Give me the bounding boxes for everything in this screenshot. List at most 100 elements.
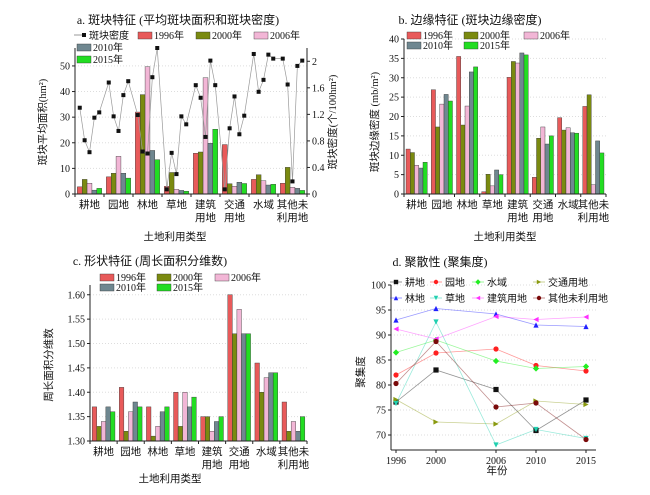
bar (91, 406, 97, 442)
legend-item-1996年: 1996年 (406, 29, 453, 42)
density-point (82, 138, 87, 143)
bar (200, 416, 206, 442)
marker-circle (393, 380, 399, 387)
bar (536, 137, 541, 195)
density-point (155, 46, 160, 50)
bar (574, 132, 579, 195)
bar (115, 156, 122, 195)
marker-diamond (532, 365, 540, 372)
marker-circle (433, 338, 439, 345)
x-tick-label: 利用地 (278, 458, 310, 471)
marker-diamond (475, 279, 481, 285)
chart-title: a. 斑块特征 (平均斑块面积和斑块密度) (77, 12, 279, 27)
legend-swatch (463, 31, 479, 40)
line-series-水域 (392, 336, 590, 372)
y-tick-label: 5 (394, 170, 399, 181)
bar (212, 128, 218, 195)
legend-label: 2010年 (93, 41, 123, 54)
x-tick-label: 用地 (229, 458, 250, 471)
legend-swatch (137, 31, 153, 40)
y-tick-label: 25 (389, 93, 399, 104)
marker-triangle-down (433, 319, 439, 325)
legend-label: 2006年 (540, 29, 570, 42)
bar-series-2006年 (101, 309, 296, 442)
y-right-tick-label: 2 (312, 57, 317, 68)
marker-triangle-left (475, 295, 481, 301)
marker-triangle-left (583, 314, 589, 320)
bar (232, 333, 238, 442)
y-right-tick-label: 0.4 (312, 163, 325, 174)
legend-item-园地: 园地 (430, 276, 465, 289)
bar (197, 151, 204, 195)
bar (164, 406, 170, 442)
y-right-tick-label: 1.2 (312, 110, 325, 121)
legend-item-水域: 水域 (472, 276, 507, 289)
x-tick-label: 利用地 (578, 211, 610, 224)
y-right-tick-label: 0 (312, 190, 317, 201)
line-series-耕地 (393, 367, 589, 434)
density-point (280, 56, 285, 61)
legend-swatch (156, 273, 172, 282)
marker-circle (393, 372, 399, 378)
bar (268, 372, 274, 442)
bar (81, 179, 88, 195)
y-tick-label: 85 (376, 356, 386, 367)
density-point (285, 82, 290, 87)
x-tick-label: 林地 (457, 198, 478, 211)
marker-triangle-up (393, 295, 399, 301)
x-tick-label: 利用地 (277, 211, 309, 224)
y-tick-label: 30 (389, 73, 399, 84)
legend-label: 其他未利用地 (548, 292, 608, 305)
legend-item-交通用地: 交通用地 (533, 276, 588, 289)
marker-circle (433, 350, 439, 356)
bar (498, 174, 504, 195)
marker-square (393, 279, 399, 285)
x-tick-label: 草地 (166, 198, 187, 211)
legend-swatch (406, 31, 422, 40)
y-tick-label: 10 (389, 151, 399, 162)
density-point (145, 151, 150, 156)
bar (96, 426, 102, 442)
legend-label: 2015年 (93, 53, 123, 66)
bar (207, 143, 214, 195)
x-tick-label: 建筑 (195, 198, 216, 211)
bar (245, 333, 251, 442)
marker-triangle-right (583, 401, 589, 408)
bar (110, 411, 116, 442)
bar (119, 387, 125, 442)
density-point (242, 113, 247, 118)
bar (187, 406, 192, 442)
bar (565, 127, 571, 195)
bar (281, 401, 287, 442)
y-axis-label: 周长面积分维数 (42, 328, 55, 402)
bar (227, 294, 233, 442)
density-point (140, 149, 145, 154)
series-line (395, 308, 587, 327)
bar (294, 188, 301, 195)
x-tick-label: 交通 (224, 198, 245, 211)
marker-circle (583, 436, 589, 443)
marker-circle (583, 368, 589, 374)
y-tick-label: 75 (376, 406, 386, 417)
bar (128, 411, 134, 442)
marker-diamond (492, 357, 500, 365)
marker-square (433, 367, 439, 373)
legend-swatch (76, 55, 92, 64)
density-point (266, 52, 271, 57)
bar (251, 179, 257, 195)
legend-label: 1996年 (154, 29, 184, 42)
legend-label: 2010年 (116, 281, 146, 294)
bar (595, 140, 600, 195)
bar (120, 173, 127, 195)
bar (290, 421, 296, 442)
legend-label: 园地 (445, 276, 465, 289)
series-line (395, 316, 587, 340)
density-point (150, 75, 155, 80)
x-tick-label: 建筑 (202, 445, 223, 458)
x-tick-label: 交通 (229, 445, 250, 458)
y-tick-label: 35 (389, 54, 399, 65)
legend-label: 草地 (445, 292, 465, 305)
bar (295, 431, 301, 442)
bar (154, 159, 160, 195)
bar (570, 132, 575, 195)
